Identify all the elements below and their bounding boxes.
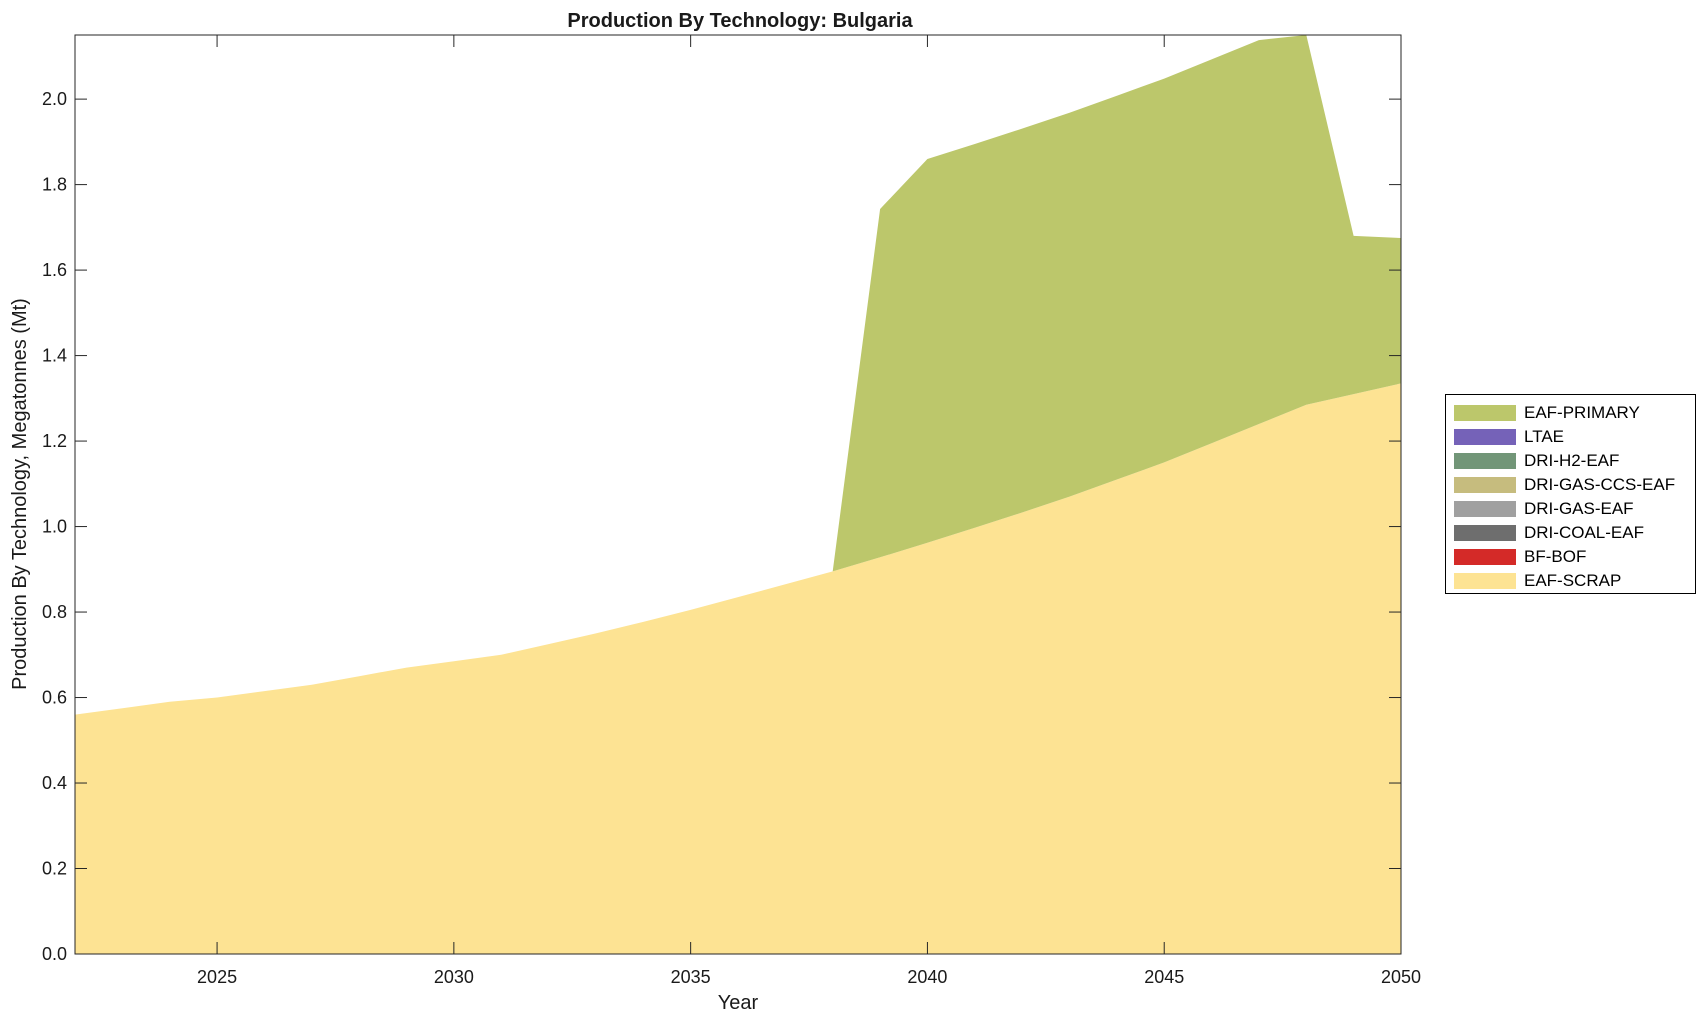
- legend-item-dri-gas-eaf: DRI-GAS-EAF: [1454, 498, 1634, 520]
- y-tick-label: 0.8: [42, 602, 67, 622]
- plot-frame: [74, 34, 1402, 955]
- legend-label: DRI-H2-EAF: [1524, 451, 1620, 470]
- x-tick-label: 2030: [434, 967, 474, 987]
- legend-swatch: [1454, 525, 1516, 541]
- x-tick-label: 2035: [671, 967, 711, 987]
- legend-item-dri-gas-ccs-eaf: DRI-GAS-CCS-EAF: [1454, 474, 1675, 496]
- legend-label: LTAE: [1524, 427, 1564, 446]
- legend-swatch: [1454, 573, 1516, 589]
- y-tick-label: 2.0: [42, 89, 67, 109]
- area-layer: [75, 35, 1401, 954]
- y-tick-label: 1.8: [42, 175, 67, 195]
- x-tick-label: 2045: [1144, 967, 1184, 987]
- legend-label: BF-BOF: [1524, 547, 1587, 566]
- legend-item-ltae: LTAE: [1454, 426, 1564, 448]
- y-tick-label: 1.2: [42, 431, 67, 451]
- legend-item-eaf-scrap: EAF-SCRAP: [1454, 570, 1621, 592]
- y-tick-label: 0.0: [42, 944, 67, 964]
- legend-item-dri-coal-eaf: DRI-COAL-EAF: [1454, 522, 1644, 544]
- legend-label: DRI-COAL-EAF: [1524, 523, 1644, 542]
- x-axis-label: Year: [718, 992, 759, 1014]
- legend-item-dri-h2-eaf: DRI-H2-EAF: [1454, 450, 1619, 472]
- x-tick-label: 2025: [197, 967, 237, 987]
- legend-swatch: [1454, 429, 1516, 445]
- legend-swatch: [1454, 453, 1516, 469]
- legend-label: DRI-GAS-CCS-EAF: [1524, 475, 1676, 494]
- legend-label: DRI-GAS-EAF: [1524, 499, 1634, 518]
- area-eaf-scrap: [75, 383, 1401, 954]
- area-eaf-primary: [75, 35, 1401, 715]
- legend-item-eaf-primary: EAF-PRIMARY: [1454, 402, 1640, 424]
- y-tick-label: 0.6: [42, 688, 67, 708]
- y-axis-ticks: 0.0 0.2 0.4 0.6 0.8 1.0 1.2 1.4 1.6 1.8 2.0: [42, 89, 1401, 964]
- y-tick-label: 1.6: [42, 260, 67, 280]
- legend-swatch: [1454, 405, 1516, 421]
- legend-label: EAF-PRIMARY: [1524, 403, 1640, 422]
- chart-title: Production By Technology: Bulgaria: [567, 10, 913, 32]
- x-tick-label: 2040: [907, 967, 947, 987]
- y-tick-label: 0.2: [42, 859, 67, 879]
- legend-swatch: [1454, 477, 1516, 493]
- y-axis-label: Production By Technology, Megatonnes (Mt…: [9, 298, 31, 690]
- y-tick-label: 1.0: [42, 517, 67, 537]
- x-axis-ticks: 2025 2030 2035 2040 2045 2050: [197, 35, 1421, 987]
- y-tick-label: 1.4: [42, 346, 67, 366]
- legend: EAF-PRIMARY LTAE DRI-H2-EAF DRI-GAS-CCS-EAF…: [1445, 394, 1696, 594]
- x-tick-label: 2050: [1381, 967, 1421, 987]
- y-tick-label: 0.4: [42, 773, 67, 793]
- legend-item-bf-bof: BF-BOF: [1454, 546, 1586, 568]
- legend-swatch: [1454, 501, 1516, 517]
- legend-swatch: [1454, 549, 1516, 565]
- legend-label: EAF-SCRAP: [1524, 571, 1622, 590]
